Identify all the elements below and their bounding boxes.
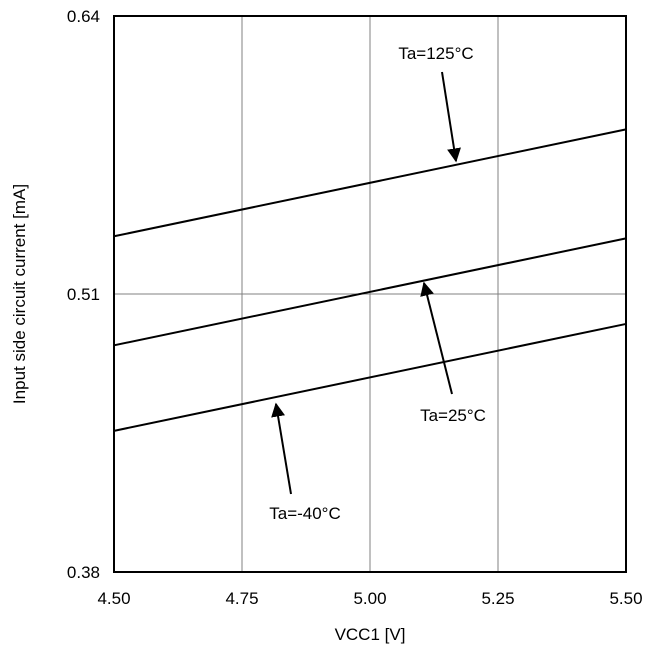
annotation-layer: Ta=125°C Ta=25°C Ta=-40°C [269,44,486,523]
y-tick-label: 0.64 [67,7,100,26]
series-layer [113,128,627,432]
x-tick-label: 4.50 [97,589,130,608]
y-axis-title: Input side circuit current [mA] [10,184,29,404]
y-tick-label: 0.38 [67,563,100,582]
tick-layer: 4.50 4.75 5.00 5.25 5.50 0.38 0.51 0.64 [67,7,643,608]
y-tick-label: 0.51 [67,285,100,304]
annotation-arrow [420,281,453,395]
annotation-label: Ta=125°C [398,44,473,63]
grid-layer [114,16,626,572]
annotation-label: Ta=25°C [420,406,486,425]
plot-border [113,15,627,573]
x-tick-label: 5.00 [353,589,386,608]
annotation-arrow [441,71,461,163]
annotation-label: Ta=-40°C [269,504,341,523]
annotation-arrow [271,402,292,495]
x-tick-label: 5.50 [609,589,642,608]
series-line-2 [113,322,627,432]
series-line-1 [113,237,627,347]
x-tick-label: 5.25 [481,589,514,608]
x-tick-label: 4.75 [225,589,258,608]
x-axis-title: VCC1 [V] [335,625,406,644]
series-line-0 [113,128,627,238]
